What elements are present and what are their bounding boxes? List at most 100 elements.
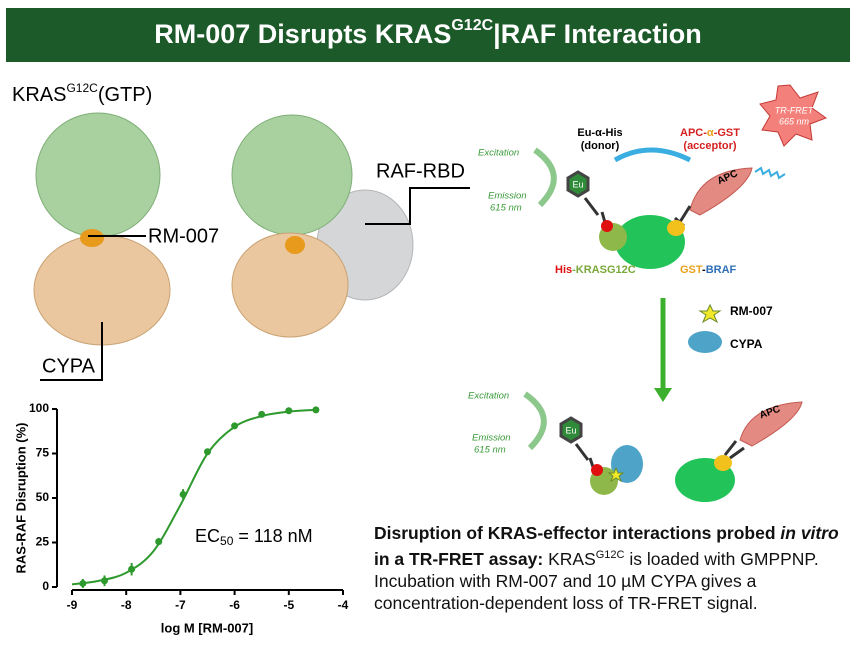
title-text: RM-007 Disrupts KRAS [154, 19, 451, 49]
fret-arrow [613, 147, 692, 163]
trfret-burst [759, 84, 828, 147]
rm007-legend: RM-007 [730, 304, 773, 318]
emission-label: Emission [472, 433, 511, 444]
acceptor-c: -GST [714, 127, 741, 139]
kras-text: KRAS [12, 84, 66, 106]
data-point [101, 577, 109, 585]
antibody [583, 197, 692, 228]
rm007-label: RM-007 [148, 225, 219, 247]
y-tick-label: 50 [36, 490, 50, 504]
kras-blob [35, 112, 161, 238]
y-tick-label: 25 [36, 535, 50, 549]
gst-tag [667, 220, 685, 236]
kras-sup: G12C [66, 81, 98, 95]
eu-hexagon [566, 170, 590, 198]
y-axis-title: RAS-RAF Disruption (%) [13, 423, 28, 574]
y-tick-label: 100 [29, 401, 49, 415]
excitation-arrow [533, 147, 557, 208]
caption-text: KRAS [543, 548, 596, 569]
ec-end: = 118 nM [233, 526, 312, 546]
x-tick-label: -8 [121, 598, 132, 612]
gst-text: GST [680, 264, 703, 276]
excitation-label: Excitation [468, 391, 509, 402]
caption-text: is loaded with GMPPNP. Incubation with R… [374, 548, 819, 613]
braf-construct: GST-BRAF [680, 264, 737, 276]
data-point [231, 422, 239, 430]
data-point [179, 490, 187, 498]
x-tick-label: -6 [229, 598, 240, 612]
braf-text: BRAF [706, 264, 737, 276]
excitation-arrow [523, 391, 547, 451]
x-tick-label: -7 [175, 598, 186, 612]
cypa-shape [688, 331, 722, 353]
his-text: His [555, 264, 572, 276]
apc-shape [739, 401, 803, 447]
data-point [204, 448, 211, 456]
donor-note: (donor) [581, 140, 620, 152]
data-point [128, 565, 136, 573]
process-arrowhead [654, 388, 672, 402]
caption-italic: in vitro [780, 523, 839, 543]
raf-label: RAF-RBD [376, 160, 465, 182]
leader [365, 187, 470, 225]
title: RM-007 Disrupts KRASG12C|RAF Interaction [154, 17, 701, 49]
header-bar [6, 8, 850, 62]
cypa-blob [231, 232, 349, 338]
leader [40, 322, 103, 381]
data-point [285, 407, 293, 415]
rm007-star [607, 466, 625, 483]
emission-wave [754, 166, 786, 180]
acceptor-label: APC-α-GST [680, 127, 740, 139]
x-axis-title: log M [RM-007] [161, 620, 253, 635]
kras-construct: His-KRASG12C [555, 264, 636, 276]
ec-text: EC [195, 526, 220, 546]
kras-label: KRASG12C(GTP) [12, 81, 152, 106]
eu-label: Eu [565, 425, 576, 435]
acceptor-b: α [707, 127, 714, 139]
excitation-label: Excitation [478, 148, 519, 159]
kras-blob [231, 114, 353, 236]
rm007-blob [80, 229, 104, 247]
data-point [258, 410, 266, 418]
x-tick-label: -5 [283, 598, 294, 612]
his-tag [591, 464, 603, 476]
emission-nm: 615 nm [474, 445, 506, 456]
ec50-annotation: EC50 = 118 nM [195, 526, 313, 548]
antibody [574, 443, 596, 471]
apc-shape [689, 167, 753, 216]
caption: Disruption of KRAS-effector interactions… [374, 522, 849, 614]
y-tick-label: 75 [36, 446, 50, 460]
title-end: |RAF Interaction [493, 19, 702, 49]
emission-label: Emission [488, 191, 527, 202]
title-sup: G12C [451, 17, 493, 34]
cypa-legend: CYPA [730, 337, 763, 351]
gst-tag [714, 455, 732, 471]
x-tick-label: -9 [67, 598, 78, 612]
caption-bold: in a TR-FRET assay: [374, 548, 544, 569]
emission-nm: 615 nm [490, 203, 522, 214]
y-tick-label: 0 [42, 579, 49, 593]
trfret-label: TR-FRET [775, 105, 815, 115]
data-point [79, 579, 87, 587]
x-tick-label: -4 [338, 598, 349, 612]
rm007-star [698, 303, 722, 324]
antibody [723, 440, 745, 460]
eu-label: Eu [572, 179, 583, 189]
chart: RAS-RAF Disruption (%) log M [RM-007] EC… [13, 401, 348, 635]
caption-sup: G12C [595, 549, 625, 561]
his-tag [601, 220, 613, 232]
caption-bold: Disruption of KRAS-effector interactions… [374, 523, 781, 543]
cypa-label: CYPA [42, 355, 96, 377]
data-point [312, 406, 320, 414]
acceptor-note: (acceptor) [683, 140, 737, 152]
donor-label: Eu-α-His [577, 127, 622, 139]
rm007-blob [285, 236, 305, 254]
kras-text: -KRASG12C [572, 264, 636, 276]
trfret-nm: 665 nm [779, 116, 810, 126]
dash-text: - [702, 264, 706, 276]
acceptor-a: APC- [680, 127, 707, 139]
